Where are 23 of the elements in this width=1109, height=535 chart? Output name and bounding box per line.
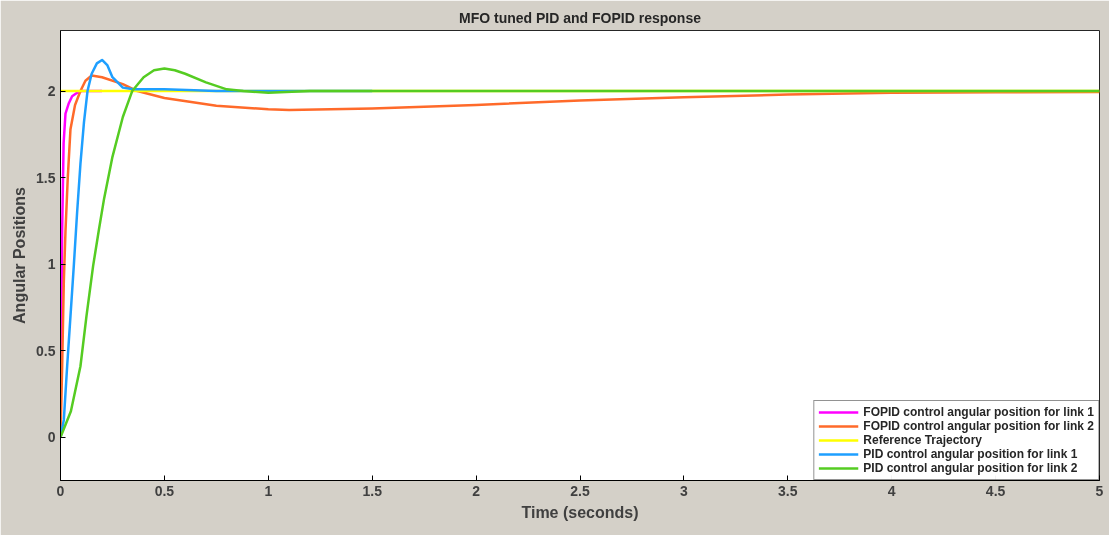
legend-label: FOPID control angular position for link 2	[863, 419, 1094, 433]
x-tick-label: 4	[887, 482, 896, 499]
x-tick-label: 2.5	[570, 482, 590, 499]
y-tick-label: 2	[47, 83, 56, 100]
x-tick-label: 4.5	[985, 482, 1006, 499]
y-tick-label: 0	[47, 429, 56, 446]
y-tick-label: 1.5	[36, 169, 56, 186]
y-tick-label: 0.5	[36, 342, 56, 359]
chart-title: MFO tuned PID and FOPID response	[459, 9, 702, 26]
x-axis-title: Time (seconds)	[521, 503, 639, 521]
y-tick-label: 1	[47, 256, 56, 273]
x-tick-label: 2	[472, 482, 481, 499]
x-tick-label: 3.5	[778, 482, 798, 499]
legend-label: PID control angular position for link 1	[863, 447, 1078, 461]
legend-label: FOPID control angular position for link 1	[863, 405, 1094, 419]
x-tick-label: 1	[264, 482, 273, 499]
legend-label: Reference Trajectory	[863, 433, 983, 447]
x-tick-label: 5	[1095, 482, 1104, 499]
legend-label: PID control angular position for link 2	[863, 461, 1078, 475]
x-tick-label: 0.5	[154, 482, 175, 499]
y-axis-title: Angular Positions	[11, 186, 29, 324]
x-tick-label: 1.5	[362, 482, 383, 499]
x-tick-label: 3	[680, 482, 689, 499]
